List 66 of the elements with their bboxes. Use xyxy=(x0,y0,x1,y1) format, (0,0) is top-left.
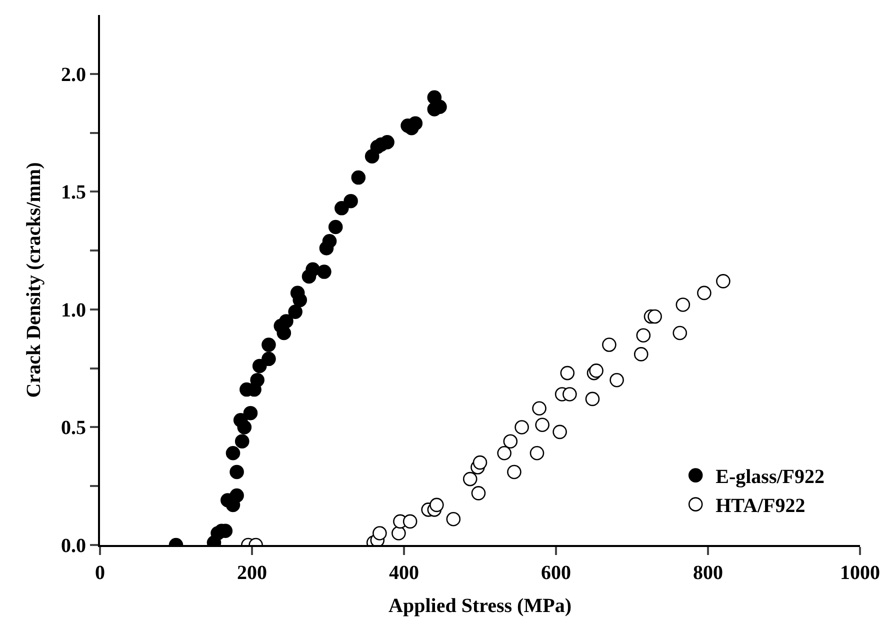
point xyxy=(634,347,648,362)
point xyxy=(560,366,575,380)
x-tick-label: 600 xyxy=(541,562,571,584)
y-tick-label: 2.0 xyxy=(61,64,86,86)
point xyxy=(328,220,343,234)
point xyxy=(636,328,651,343)
x-tick-label: 200 xyxy=(237,562,267,584)
point xyxy=(672,326,688,340)
point xyxy=(514,420,529,434)
point xyxy=(446,512,461,526)
point xyxy=(344,194,358,208)
point xyxy=(230,464,244,480)
point xyxy=(610,372,624,388)
point xyxy=(276,326,292,340)
y-axis-title: Crack Density (cracks/mm) xyxy=(23,162,45,398)
point xyxy=(648,309,662,324)
point xyxy=(262,352,276,366)
point xyxy=(322,234,337,248)
point xyxy=(585,392,600,406)
point xyxy=(380,135,394,150)
point xyxy=(462,472,478,486)
point xyxy=(351,170,366,185)
x-tick-label: 1000 xyxy=(840,562,880,584)
x-axis-title: Applied Stress (MPa) xyxy=(388,595,572,617)
point xyxy=(262,338,276,352)
point xyxy=(497,446,512,460)
point xyxy=(430,498,444,512)
x-tick-label: 800 xyxy=(693,562,723,584)
y-tick-label: 1.5 xyxy=(61,182,86,204)
point xyxy=(471,486,486,500)
x-tick-label: 400 xyxy=(389,562,419,584)
point xyxy=(250,372,264,388)
point xyxy=(252,358,267,374)
point xyxy=(292,292,308,308)
point xyxy=(562,387,577,402)
point xyxy=(288,304,302,319)
point xyxy=(602,338,616,352)
point xyxy=(234,434,250,449)
point xyxy=(507,464,522,480)
point xyxy=(317,264,332,279)
legend-label: E-glass/F922 xyxy=(716,466,825,488)
point xyxy=(697,286,712,300)
point xyxy=(226,446,240,460)
point xyxy=(472,455,488,470)
point xyxy=(230,488,244,503)
point xyxy=(530,446,544,460)
point xyxy=(408,116,423,131)
point xyxy=(306,262,320,277)
y-tick-label: 0.5 xyxy=(61,417,86,440)
point xyxy=(402,514,418,529)
y-tick-label: 1.0 xyxy=(61,299,86,322)
x-tick-label: 0 xyxy=(95,562,105,584)
point xyxy=(392,526,406,540)
point xyxy=(532,401,546,416)
point xyxy=(237,420,252,434)
y-tick-label: 0.0 xyxy=(61,535,86,557)
point xyxy=(552,424,567,440)
point xyxy=(535,418,550,432)
legend-label: HTA/F922 xyxy=(716,495,806,518)
point xyxy=(372,526,387,540)
point xyxy=(716,274,730,288)
point xyxy=(279,314,294,328)
point xyxy=(676,298,690,312)
point xyxy=(334,201,349,216)
point xyxy=(503,434,518,449)
point xyxy=(243,406,258,420)
